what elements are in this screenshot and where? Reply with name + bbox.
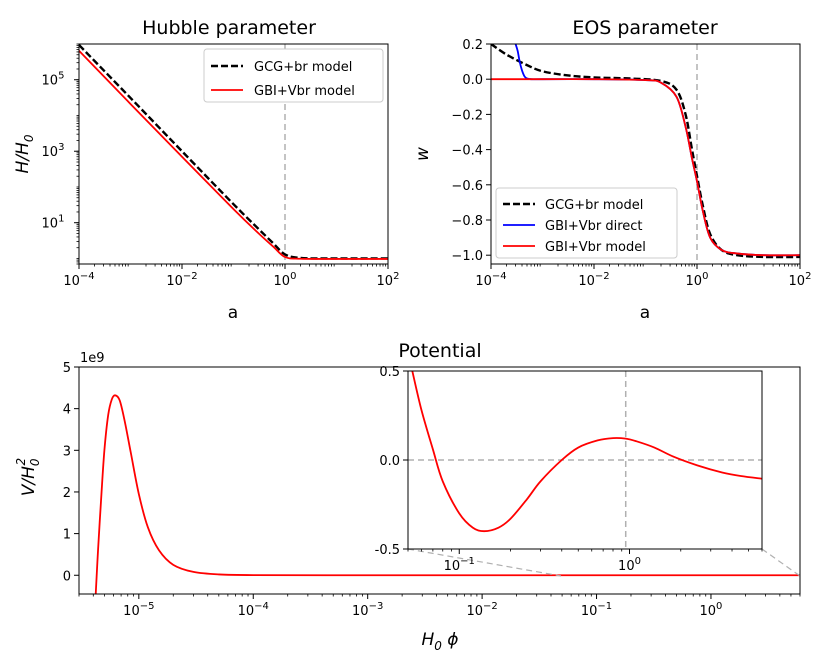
hubble-y-axis-label: H/H0	[13, 134, 36, 173]
eos-y-tick-label: 0.0	[462, 73, 483, 88]
eos-legend-gcg: GCG+br model	[545, 198, 643, 213]
hubble-legend-gcg: GCG+br model	[254, 60, 352, 75]
hubble-title: Hubble parameter	[142, 17, 316, 39]
eos-y-tick-label: −0.6	[451, 179, 483, 194]
eos-plot-frame	[490, 43, 801, 265]
eos-x-tick-label: 102	[789, 271, 812, 289]
eos-x-tick-label: 100	[686, 271, 709, 289]
inset-y-tick-label: 0.5	[379, 365, 400, 380]
potential-x-tick-label: 10−4	[238, 601, 269, 619]
potential-x-tick-label: 10−2	[466, 601, 497, 619]
potential-y-offset-label: 1e9	[80, 351, 105, 366]
potential-y-tick-label: 5	[63, 361, 71, 376]
potential-y-tick-label: 0	[63, 569, 71, 584]
inset-connector-left	[407, 548, 562, 577]
eos-panel: EOS parameter 10−4 10−2 100 102 0.2 0.0 −0.2 −0…	[413, 17, 811, 323]
hubble-legend: GCG+br model GBI+Vbr model	[203, 48, 384, 103]
potential-x-tick-label: 10−3	[352, 601, 383, 619]
eos-y-axis-label: w	[413, 147, 433, 161]
potential-series-potential	[94, 394, 800, 594]
eos-y-tick-label: −1.0	[451, 249, 483, 264]
eos-y-tick-label: −0.4	[451, 144, 483, 159]
potential-y-tick-label: 4	[63, 403, 71, 418]
eos-x-tick-label: 10−2	[578, 271, 609, 289]
potential-x-tick-label: 10−1	[581, 601, 612, 619]
eos-y-tick-label: 0.2	[462, 38, 483, 53]
hubble-legend-gbi: GBI+Vbr model	[254, 84, 355, 99]
inset-y-tick-label: 0.0	[379, 454, 400, 469]
inset-connector-right	[761, 548, 801, 577]
hubble-x-tick-label: 10−2	[166, 271, 197, 289]
potential-plot-frame	[78, 366, 801, 595]
eos-x-axis-label: a	[640, 303, 650, 323]
hubble-x-tick-label: 100	[274, 271, 297, 289]
hubble-y-tick-label: 103	[42, 142, 65, 160]
potential-inset: 10−1 100 0.5 0.0 -0.5	[375, 365, 763, 574]
eos-legend-gbi: GBI+Vbr model	[545, 240, 646, 255]
potential-y-axis-label: V/H02	[14, 458, 42, 496]
eos-legend: GCG+br model GBI+Vbr direct GBI+Vbr mode…	[495, 187, 678, 259]
eos-x-tick-label: 10−4	[475, 271, 506, 289]
eos-series-gbi-vbr-model	[491, 78, 800, 257]
hubble-y-tick-label: 101	[42, 214, 65, 232]
hubble-y-tick-label: 105	[42, 71, 65, 89]
hubble-legend-box	[203, 48, 384, 103]
inset-y-tick-label: -0.5	[375, 543, 400, 558]
potential-x-tick-label: 10−5	[123, 601, 154, 619]
eos-y-tick-label: −0.2	[451, 108, 483, 123]
potential-y-tick-label: 1	[63, 528, 71, 543]
hubble-panel: Hubble parameter 10−4 10−2 100 102 101 103 105…	[13, 17, 399, 323]
potential-x-tick-label: 100	[699, 601, 722, 619]
potential-title: Potential	[398, 340, 481, 362]
inset-x-tick-label: 10−1	[444, 556, 475, 574]
eos-legend-direct: GBI+Vbr direct	[545, 219, 643, 234]
potential-y-tick-label: 3	[63, 444, 71, 459]
eos-y-tick-label: −0.8	[451, 214, 483, 229]
potential-x-axis-label: H0 ϕ	[421, 630, 458, 653]
inset-series-potential-zoom	[411, 371, 762, 533]
potential-panel: Potential 1e9 10−5 10−4 10−3 10−2 10−1 100 0 1 2…	[14, 340, 801, 653]
inset-x-tick-label: 100	[618, 556, 641, 574]
eos-legend-box	[495, 187, 678, 259]
hubble-x-tick-label: 10−4	[63, 271, 94, 289]
hubble-x-axis-label: a	[228, 303, 238, 323]
hubble-plot-frame	[78, 43, 389, 265]
hubble-x-tick-label: 102	[377, 271, 400, 289]
hubble-series-gbi-vbr-model	[79, 50, 388, 260]
potential-y-tick-label: 2	[63, 486, 71, 501]
eos-title: EOS parameter	[572, 17, 718, 39]
